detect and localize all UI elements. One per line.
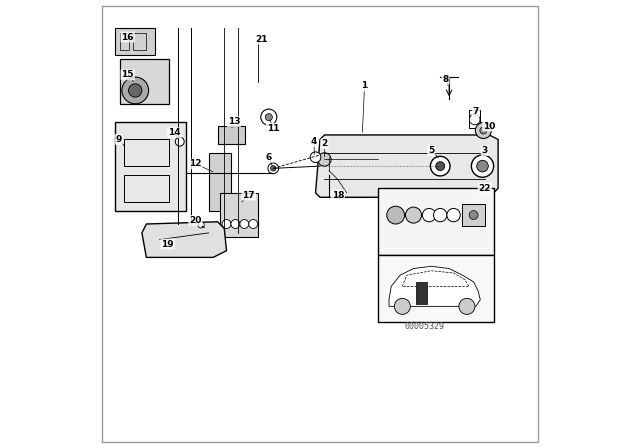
Circle shape bbox=[249, 220, 258, 228]
Text: 12: 12 bbox=[189, 159, 202, 168]
Polygon shape bbox=[389, 266, 480, 306]
Circle shape bbox=[231, 220, 240, 228]
Text: 16: 16 bbox=[122, 33, 134, 42]
Circle shape bbox=[318, 153, 331, 166]
Text: 19: 19 bbox=[161, 240, 174, 249]
Text: 4: 4 bbox=[311, 137, 317, 146]
Circle shape bbox=[476, 122, 492, 138]
Circle shape bbox=[459, 298, 475, 314]
Text: 5: 5 bbox=[428, 146, 435, 155]
Text: 00005329: 00005329 bbox=[404, 322, 445, 331]
Text: 17: 17 bbox=[243, 190, 255, 199]
Text: 20: 20 bbox=[189, 216, 202, 225]
Bar bbox=[120, 33, 129, 50]
Polygon shape bbox=[115, 121, 186, 211]
Text: 10: 10 bbox=[483, 121, 495, 130]
Bar bbox=[220, 193, 258, 237]
Circle shape bbox=[271, 166, 276, 171]
Text: 21: 21 bbox=[255, 35, 268, 44]
Bar bbox=[378, 255, 493, 322]
Bar bbox=[218, 126, 245, 144]
Bar bbox=[416, 282, 427, 304]
Circle shape bbox=[240, 220, 249, 228]
Circle shape bbox=[129, 84, 142, 97]
Text: 7: 7 bbox=[473, 108, 479, 116]
Bar bbox=[209, 153, 231, 211]
Bar bbox=[115, 28, 156, 55]
Circle shape bbox=[265, 114, 273, 121]
Circle shape bbox=[469, 114, 480, 125]
Text: 8: 8 bbox=[442, 75, 449, 84]
Circle shape bbox=[431, 156, 450, 176]
Circle shape bbox=[472, 155, 493, 177]
Text: 2: 2 bbox=[321, 139, 328, 148]
Circle shape bbox=[480, 127, 487, 134]
Circle shape bbox=[222, 220, 231, 228]
Bar bbox=[120, 59, 168, 104]
Bar bbox=[124, 139, 168, 166]
Text: 14: 14 bbox=[168, 128, 180, 137]
Circle shape bbox=[122, 77, 148, 104]
Bar bbox=[469, 111, 480, 128]
Text: 1: 1 bbox=[362, 82, 367, 90]
Text: 6: 6 bbox=[266, 153, 272, 162]
Text: 18: 18 bbox=[332, 190, 344, 199]
Text: 13: 13 bbox=[228, 117, 241, 126]
Circle shape bbox=[433, 208, 447, 222]
Text: 15: 15 bbox=[122, 70, 134, 79]
Circle shape bbox=[436, 162, 445, 171]
Bar bbox=[133, 33, 147, 50]
Text: 22: 22 bbox=[479, 184, 491, 193]
Circle shape bbox=[406, 207, 422, 223]
Text: 3: 3 bbox=[482, 146, 488, 155]
Bar bbox=[378, 188, 493, 255]
Circle shape bbox=[175, 137, 184, 146]
Circle shape bbox=[260, 109, 277, 125]
Bar bbox=[124, 175, 168, 202]
Circle shape bbox=[310, 152, 321, 163]
Circle shape bbox=[447, 208, 460, 222]
Polygon shape bbox=[316, 135, 498, 197]
Bar bbox=[463, 204, 484, 226]
Circle shape bbox=[387, 206, 404, 224]
Text: 11: 11 bbox=[267, 124, 280, 133]
Text: 9: 9 bbox=[116, 135, 122, 144]
Circle shape bbox=[198, 222, 204, 228]
Circle shape bbox=[394, 298, 410, 314]
Circle shape bbox=[422, 208, 436, 222]
Circle shape bbox=[469, 211, 478, 220]
Circle shape bbox=[477, 160, 488, 172]
Circle shape bbox=[268, 163, 278, 174]
Polygon shape bbox=[142, 222, 227, 258]
